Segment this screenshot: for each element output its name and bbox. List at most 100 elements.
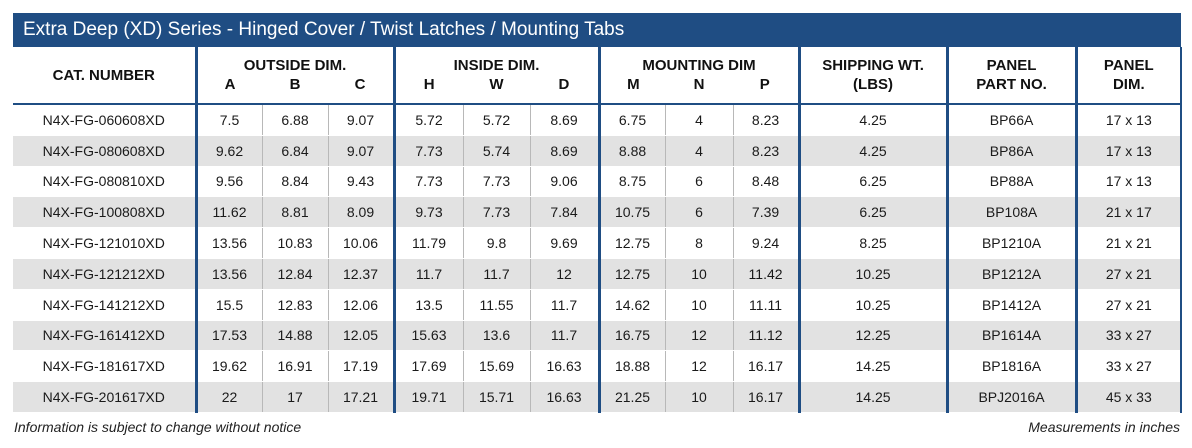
panel-part-line1: PANEL — [986, 57, 1037, 74]
cell-mounting-n: 12 — [664, 350, 734, 383]
outside-dim-label: OUTSIDE DIM. — [243, 57, 347, 74]
footer-disclaimer: Information is subject to change without… — [14, 419, 302, 435]
cell-shipping-wt: 6.25 — [797, 166, 948, 198]
cell-outside-b: 12.84 — [261, 258, 328, 290]
cell-inside-w: 13.6 — [462, 320, 530, 352]
table-row: N4X-FG-181617XD 19.62 16.91 17.19 17.69 15.69… — [13, 350, 1183, 383]
cell-shipping-wt: 10.25 — [797, 289, 948, 321]
cell-mounting-p: 11.42 — [732, 258, 800, 290]
cell-inside-w: 9.8 — [462, 227, 530, 259]
cell-inside-h: 19.71 — [392, 381, 463, 413]
cell-mounting-n: 10 — [664, 381, 734, 413]
shipping-wt-line1: SHIPPING WT. — [822, 57, 924, 74]
cell-inside-w: 15.69 — [462, 350, 530, 383]
cell-shipping-wt: 4.25 — [797, 104, 948, 136]
cell-panel-dim: 17 x 13 — [1074, 135, 1183, 167]
cell-mounting-n: 12 — [664, 320, 734, 352]
cell-inside-h: 9.73 — [392, 196, 463, 229]
cell-inside-d: 16.63 — [529, 381, 600, 413]
cell-panel-dim: 21 x 21 — [1074, 227, 1183, 259]
cell-panel-dim: 27 x 21 — [1074, 289, 1183, 321]
cell-panel-part-no: BP1412A — [945, 289, 1077, 321]
header-p: P — [759, 76, 770, 93]
table-row: N4X-FG-161412XD 17.53 14.88 12.05 15.63 13.6 1… — [13, 320, 1183, 352]
mounting-dim-label: MOUNTING DIM — [642, 57, 756, 74]
header-mounting-dim: MOUNTING DIM M N P — [597, 47, 800, 104]
cell-mounting-p: 8.23 — [732, 135, 800, 167]
cell-outside-a: 9.56 — [194, 166, 262, 198]
cell-inside-h: 11.7 — [392, 258, 463, 290]
cell-panel-dim: 33 x 27 — [1074, 320, 1183, 352]
table-row: N4X-FG-100808XD 11.62 8.81 8.09 9.73 7.73 7.84… — [13, 196, 1183, 229]
header-a: A — [224, 76, 236, 93]
cell-mounting-n: 10 — [664, 289, 734, 321]
cell-outside-c: 17.19 — [327, 350, 394, 383]
cell-outside-b: 8.81 — [261, 196, 328, 229]
cell-shipping-wt: 14.25 — [797, 350, 948, 383]
cell-panel-dim: 45 x 33 — [1074, 381, 1183, 413]
table-row: N4X-FG-080810XD 9.56 8.84 9.43 7.73 7.73 9.06 8… — [13, 166, 1183, 198]
cell-inside-d: 9.69 — [529, 227, 600, 259]
cell-panel-part-no: BPJ2016A — [945, 381, 1077, 413]
cell-outside-a: 19.62 — [194, 350, 262, 383]
cell-inside-d: 12 — [529, 258, 600, 290]
shipping-wt-line2: (LBS) — [853, 76, 894, 93]
cell-shipping-wt: 14.25 — [797, 381, 948, 413]
cell-inside-d: 9.06 — [529, 166, 600, 198]
header-cat-number: CAT. NUMBER — [52, 66, 155, 84]
cell-mounting-p: 7.39 — [732, 196, 800, 229]
cell-cat-number: N4X-FG-060608XD — [13, 104, 196, 136]
header-shipping-wt: SHIPPING WT. (LBS) — [797, 47, 948, 104]
header-n: N — [693, 76, 705, 93]
cell-outside-b: 12.83 — [261, 289, 328, 321]
cell-cat-number: N4X-FG-080608XD — [13, 135, 196, 167]
cell-mounting-m: 16.75 — [597, 320, 666, 352]
cell-panel-dim: 33 x 27 — [1074, 350, 1183, 383]
cell-inside-h: 7.73 — [392, 166, 463, 198]
cell-outside-c: 9.07 — [327, 104, 394, 136]
cell-mounting-m: 12.75 — [597, 227, 666, 259]
cell-inside-h: 7.73 — [392, 135, 463, 167]
table-body: N4X-FG-060608XD 7.5 6.88 9.07 5.72 5.72 8.69 6.… — [13, 104, 1183, 413]
cell-panel-part-no: BP1614A — [945, 320, 1077, 352]
cell-panel-dim: 27 x 21 — [1074, 258, 1183, 290]
cell-shipping-wt: 6.25 — [797, 196, 948, 229]
cell-inside-d: 8.69 — [529, 104, 600, 136]
cell-outside-c: 9.43 — [327, 166, 394, 198]
footer-units-note: Measurements in inches — [1028, 419, 1180, 435]
cell-inside-w: 11.7 — [462, 258, 530, 290]
cell-inside-w: 5.74 — [462, 135, 530, 167]
cell-outside-c: 12.37 — [327, 258, 394, 290]
cell-inside-w: 7.73 — [462, 196, 530, 229]
header-c: C — [354, 76, 366, 93]
cell-mounting-n: 10 — [664, 258, 734, 290]
cell-mounting-p: 8.23 — [732, 104, 800, 136]
cell-outside-c: 9.07 — [327, 135, 394, 167]
cell-outside-c: 8.09 — [327, 196, 394, 229]
cell-outside-a: 7.5 — [194, 104, 262, 136]
inside-dim-label: INSIDE DIM. — [453, 57, 540, 74]
cell-panel-part-no: BP66A — [945, 104, 1077, 136]
header-inside-dim: INSIDE DIM. H W D — [392, 47, 600, 104]
cell-inside-h: 15.63 — [392, 320, 463, 352]
panel-dim-line2: DIM. — [1112, 76, 1145, 93]
cell-panel-part-no: BP86A — [945, 135, 1077, 167]
cell-inside-h: 13.5 — [392, 289, 463, 321]
cell-mounting-p: 16.17 — [732, 381, 800, 413]
cell-outside-a: 11.62 — [194, 196, 262, 229]
header-d: D — [558, 76, 570, 93]
cell-outside-b: 17 — [261, 381, 328, 413]
cell-mounting-p: 16.17 — [732, 350, 800, 383]
cell-mounting-m: 12.75 — [597, 258, 666, 290]
cell-outside-b: 14.88 — [261, 320, 328, 352]
cell-mounting-p: 11.12 — [732, 320, 800, 352]
cell-shipping-wt: 8.25 — [797, 227, 948, 259]
table-row: N4X-FG-141212XD 15.5 12.83 12.06 13.5 11.55 11… — [13, 289, 1183, 321]
cell-cat-number: N4X-FG-161412XD — [13, 320, 196, 352]
cell-panel-part-no: BP1210A — [945, 227, 1077, 259]
header-panel-part-no: PANEL PART NO. — [945, 47, 1077, 104]
cell-inside-h: 5.72 — [392, 104, 463, 136]
cell-panel-dim: 17 x 13 — [1074, 104, 1183, 136]
table-row: N4X-FG-121212XD 13.56 12.84 12.37 11.7 11.7 12… — [13, 258, 1183, 290]
cell-outside-b: 6.88 — [261, 104, 328, 136]
